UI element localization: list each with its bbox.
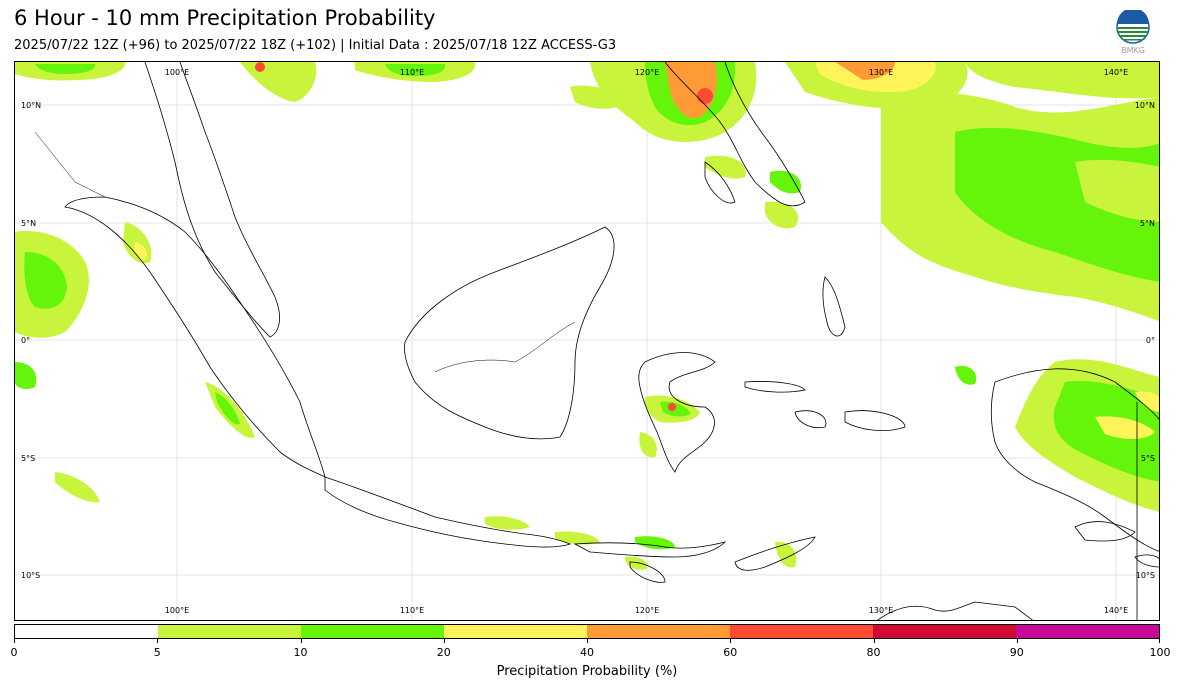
probability-shading xyxy=(15,62,1159,570)
lon-label-bottom: 100°E xyxy=(165,606,189,615)
colorbar-segment xyxy=(444,625,587,638)
lat-label-left: 5°S xyxy=(21,454,35,463)
colorbar-segment xyxy=(1016,625,1159,638)
graticule-labels: 100°E 110°E 120°E 130°E 140°E 100°E 110°… xyxy=(21,68,1155,615)
logo-text: BMKG xyxy=(1121,46,1145,55)
colorbar-segment xyxy=(873,625,1016,638)
lon-label-top: 140°E xyxy=(1104,68,1128,77)
lat-label-right: 10°S xyxy=(1136,571,1155,580)
colorbar-tick-label: 0 xyxy=(10,646,18,659)
colorbar-tick xyxy=(157,639,159,643)
colorbar-tick-label: 20 xyxy=(436,646,451,659)
lon-label-top: 100°E xyxy=(165,68,189,77)
lat-label-right: 5°S xyxy=(1141,454,1155,463)
lon-label-top: 110°E xyxy=(400,68,424,77)
colorbar-segment xyxy=(730,625,873,638)
colorbar-tick-label: 100 xyxy=(1149,646,1171,659)
bmkg-logo: BMKG xyxy=(1116,10,1150,55)
colorbar-tick-label: 10 xyxy=(293,646,308,659)
lat-label-left: 10°N xyxy=(21,101,41,110)
colorbar-tick-marks xyxy=(14,639,1160,644)
lat-label-right: 0° xyxy=(1146,336,1155,345)
colorbar-tick xyxy=(873,639,875,643)
map-panel: 100°E 110°E 120°E 130°E 140°E 100°E 110°… xyxy=(14,61,1160,621)
lon-label-top: 120°E xyxy=(635,68,659,77)
lat-label-right: 10°N xyxy=(1135,101,1155,110)
lat-label-left: 10°S xyxy=(21,571,40,580)
lat-label-left: 5°N xyxy=(21,219,36,228)
chart-subtitle: 2025/07/22 12Z (+96) to 2025/07/22 18Z (… xyxy=(14,38,617,53)
colorbar xyxy=(14,624,1160,639)
lon-label-top: 130°E xyxy=(869,68,893,77)
lon-label-bottom: 120°E xyxy=(635,606,659,615)
lon-label-bottom: 130°E xyxy=(869,606,893,615)
colorbar-tick xyxy=(730,639,732,643)
colorbar-label: Precipitation Probability (%) xyxy=(496,664,678,679)
lat-label-right: 5°N xyxy=(1140,219,1155,228)
colorbar-tick-label: 80 xyxy=(866,646,881,659)
colorbar-tick-labels: 0 5 10 20 40 60 80 90 100 xyxy=(10,646,1171,660)
colorbar-tick xyxy=(443,639,445,643)
colorbar-segment xyxy=(587,625,730,638)
colorbar-segment xyxy=(15,625,158,638)
colorbar-tick xyxy=(14,639,15,643)
lon-label-bottom: 110°E xyxy=(400,606,424,615)
colorbar-tick-label: 40 xyxy=(580,646,594,659)
country-borders xyxy=(34,131,576,373)
colorbar-tick-label: 90 xyxy=(1009,646,1024,659)
chart-title: 6 Hour - 10 mm Precipitation Probability xyxy=(14,6,436,30)
colorbar-tick-label: 5 xyxy=(153,646,161,659)
coastlines xyxy=(64,62,1159,620)
colorbar-segment xyxy=(158,625,301,638)
colorbar-tick xyxy=(1016,639,1018,643)
colorbar-segment xyxy=(301,625,444,638)
colorbar-tick xyxy=(587,639,588,643)
colorbar-tick xyxy=(1159,639,1160,643)
lon-label-bottom: 140°E xyxy=(1104,606,1128,615)
colorbar-tick-label: 60 xyxy=(723,646,738,659)
colorbar-tick xyxy=(300,639,302,643)
precipitation-map: 100°E 110°E 120°E 130°E 140°E 100°E 110°… xyxy=(15,62,1159,620)
lat-label-left: 0° xyxy=(21,336,30,345)
